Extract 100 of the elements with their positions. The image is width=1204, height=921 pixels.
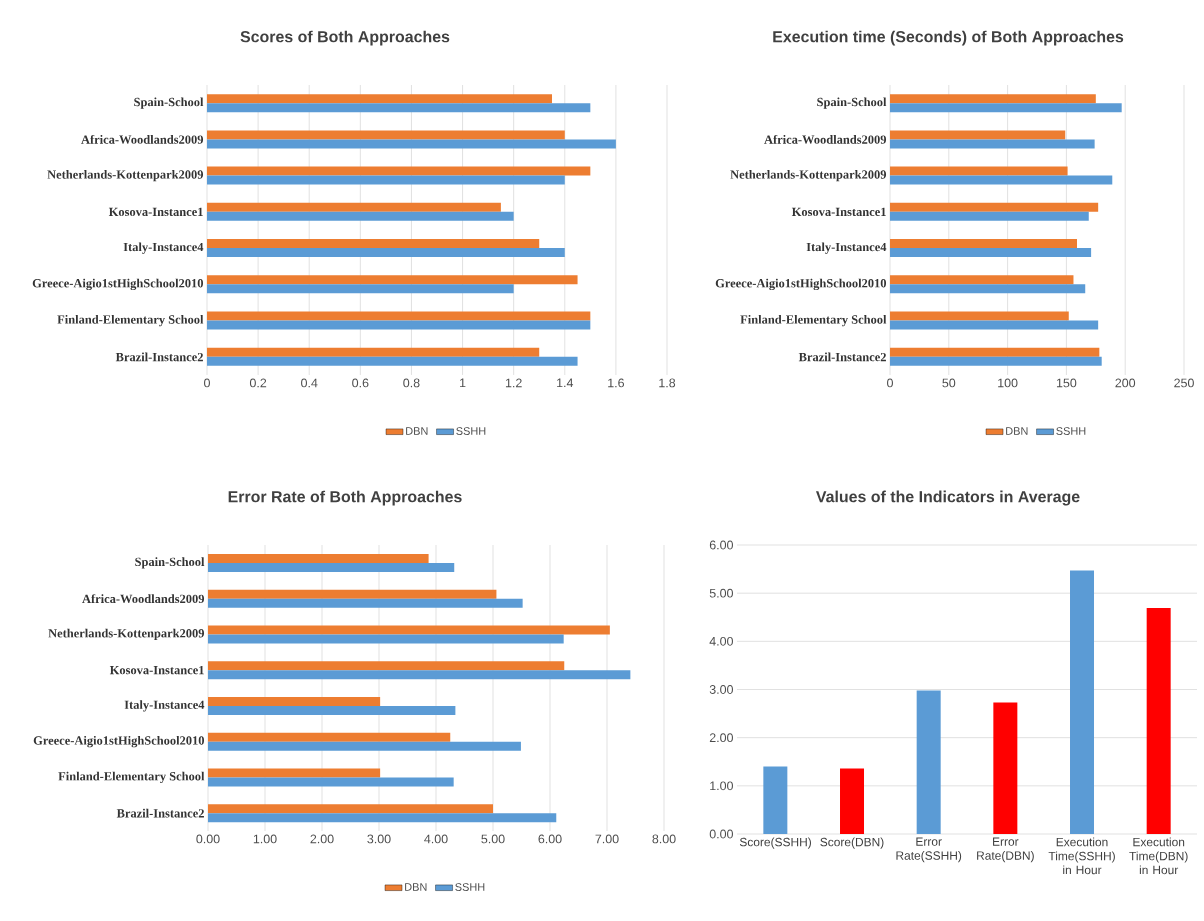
legend-label: DBN [406, 427, 428, 435]
y-tick-label: Greece-Aigio1stHighSchool2010 [715, 278, 887, 291]
bar [207, 94, 552, 104]
bar [890, 356, 1102, 366]
bar [208, 661, 565, 671]
legend-label: SSHH [1056, 427, 1086, 435]
bar [763, 766, 788, 834]
bar [890, 139, 1095, 149]
x-tick-label: 0 [204, 378, 210, 388]
legend-label: DBN [405, 883, 427, 891]
y-tick-label: Finland-Elementary School [57, 314, 204, 327]
x-tick-label: 4.00 [424, 834, 448, 844]
y-tick-label: 6.00 [709, 540, 733, 550]
y-tick-label: Brazil-Instance2 [798, 352, 886, 362]
x-tick-label: 1.4 [557, 378, 574, 388]
bar [890, 175, 1113, 185]
bar [890, 239, 1077, 249]
x-tick-label: 0.8 [403, 378, 420, 388]
bar [207, 311, 591, 321]
bar [208, 696, 381, 706]
bar [208, 741, 521, 751]
x-tick-label: 0.00 [196, 834, 220, 844]
y-tick-label: 4.00 [709, 636, 733, 646]
y-tick-label: Netherlands-Kottenpark2009 [47, 169, 204, 182]
legend-label: DBN [1006, 427, 1028, 435]
bar [890, 248, 1092, 258]
bar [207, 175, 565, 185]
x-tick-label: 6.00 [538, 834, 562, 844]
x-tick-label: Execution Time(SSHH) in Hour [1048, 837, 1115, 875]
bar [890, 103, 1122, 113]
x-tick-label: Score(DBN) [820, 837, 884, 849]
x-tick-label: 8.00 [652, 834, 676, 844]
y-tick-label: 5.00 [709, 588, 733, 598]
bar [890, 94, 1096, 104]
x-tick-label: 150 [1056, 378, 1077, 388]
bar [890, 202, 1099, 212]
bar [993, 702, 1018, 834]
bar [208, 813, 557, 823]
chart-title: Error Rate of Both Approaches [228, 490, 462, 506]
bar [208, 625, 610, 635]
bar [207, 275, 578, 285]
bar [207, 139, 616, 149]
bar [208, 589, 497, 599]
chart-title: Execution time (Seconds) of Both Approaches [773, 30, 1124, 46]
bar [207, 239, 540, 249]
y-tick-label: 2.00 [709, 733, 733, 743]
chart-title: Scores of Both Approaches [240, 30, 450, 46]
y-tick-label: Spain-School [135, 557, 205, 569]
x-tick-label: 0.4 [301, 378, 318, 388]
bar [890, 311, 1069, 321]
x-tick-label: 1.6 [608, 378, 624, 388]
bar [207, 284, 514, 294]
bar [207, 211, 514, 221]
bar [208, 732, 451, 742]
x-tick-label: 0.6 [352, 378, 369, 388]
chart-title: Values of the Indicators in Average [815, 490, 1080, 506]
x-tick-label: 50 [942, 378, 956, 388]
y-tick-label: Africa-Woodlands2009 [764, 134, 887, 144]
y-tick-label: Greece-Aigio1stHighSchool2010 [33, 735, 205, 748]
bar [208, 553, 429, 563]
bar [208, 804, 493, 814]
x-tick-label: Score(SSHH) [739, 837, 811, 849]
bar [207, 166, 591, 176]
y-tick-label: Africa-Woodlands2009 [82, 594, 205, 604]
bar [890, 320, 1099, 330]
bar [916, 690, 941, 834]
bar [890, 275, 1074, 285]
legend-label: SSHH [456, 427, 486, 435]
bar [208, 777, 454, 787]
x-tick-label: Error Rate(DBN) [977, 837, 1034, 863]
x-tick-label: 0.2 [249, 378, 267, 388]
bar [208, 598, 523, 608]
y-tick-label: Brazil-Instance2 [115, 352, 203, 362]
bar [890, 166, 1068, 176]
x-tick-label: 200 [1115, 378, 1136, 388]
bar [208, 562, 455, 572]
x-tick-label: 1.8 [659, 378, 676, 388]
y-tick-label: Finland-Elementary School [740, 314, 887, 327]
x-tick-label: 1.2 [505, 378, 522, 388]
x-tick-label: 1 [460, 378, 466, 388]
bar [207, 356, 578, 366]
bar [1070, 570, 1095, 834]
x-tick-label: 7.00 [595, 834, 619, 844]
y-tick-label: Greece-Aigio1stHighSchool2010 [32, 278, 204, 291]
x-tick-label: 250 [1174, 378, 1194, 388]
legend-label: SSHH [455, 883, 485, 891]
bar [208, 705, 456, 715]
x-tick-label: 2.00 [310, 834, 334, 844]
bar [840, 768, 865, 834]
bar [208, 670, 631, 680]
y-tick-label: Italy-Instance4 [124, 700, 205, 712]
bar [890, 130, 1066, 140]
x-tick-label: Execution Time(DBN) in Hour [1129, 837, 1188, 875]
bar [207, 347, 540, 357]
y-tick-label: 3.00 [709, 685, 733, 694]
y-tick-label: Italy-Instance4 [123, 242, 204, 254]
y-tick-label: Kosova-Instance1 [109, 665, 204, 675]
bar [890, 284, 1086, 294]
x-tick-label: 0 [887, 378, 893, 388]
bar [207, 320, 591, 330]
